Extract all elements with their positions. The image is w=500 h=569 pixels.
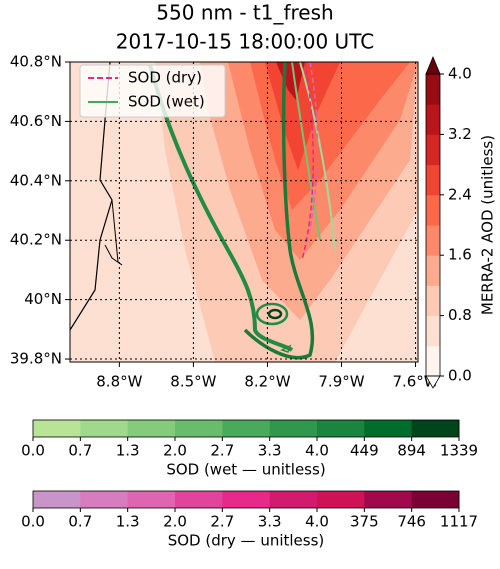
colorbar-extend xyxy=(425,55,441,75)
colorbar-tick-label: 449 xyxy=(350,442,379,460)
colorbar-frame xyxy=(425,73,441,377)
colorbar-tick-label: 375 xyxy=(350,513,379,531)
colorbar-tick-label: 4.0 xyxy=(448,65,472,83)
colorbar-frame xyxy=(32,419,460,438)
colorbar-tick-label: 0.0 xyxy=(21,513,45,531)
y-tick-label: 40.2°N xyxy=(10,231,62,249)
colorbar-tick-label: 2.7 xyxy=(210,513,234,531)
colorbar-band xyxy=(80,491,129,508)
colorbar-band xyxy=(269,420,318,437)
dry-contour xyxy=(309,62,319,231)
legend-label: SOD (dry) xyxy=(128,69,202,87)
colorbar-band xyxy=(33,420,81,437)
y-tick-label: 40.8°N xyxy=(10,53,62,71)
colorbar-tick-label: 2.0 xyxy=(163,442,187,460)
x-tick-label: 8.2°W xyxy=(244,373,290,391)
wet-contour xyxy=(255,302,289,326)
colorbar-tick-label: 0.7 xyxy=(68,442,92,460)
colorbar-tick-label: 894 xyxy=(397,442,426,460)
colorbar-band xyxy=(411,491,460,508)
wet-contour xyxy=(299,62,336,251)
x-tick-label: 8.5°W xyxy=(170,373,216,391)
colorbar-band xyxy=(269,491,318,508)
colorbar-label: MERRA-2 AOD (unitless) xyxy=(479,135,497,315)
wet-contour xyxy=(148,64,294,352)
colorbar-band xyxy=(175,491,223,508)
y-tick-label: 40°N xyxy=(24,290,62,308)
colorbar-tick-label: 746 xyxy=(397,513,426,531)
colorbar-band xyxy=(426,164,440,196)
colorbar-band xyxy=(222,420,271,437)
chart-subtitle: 2017-10-15 18:00:00 UTC xyxy=(116,30,374,54)
colorbar-tick-label: 0.7 xyxy=(68,513,92,531)
colorbar-tick-label: 1.3 xyxy=(116,442,140,460)
chart-title: 550 nm - t1_fresh xyxy=(156,1,333,25)
colorbar-tick-label: 3.3 xyxy=(258,513,282,531)
plot-frame xyxy=(69,61,419,363)
colorbar-band xyxy=(426,255,440,286)
colorbar-band xyxy=(426,225,440,256)
colorbar-band xyxy=(426,315,440,347)
colorbar-band xyxy=(411,420,460,437)
wet-contour xyxy=(267,308,283,320)
y-tick-label: 40.6°N xyxy=(10,112,62,130)
colorbar-tick-label: 0.0 xyxy=(448,367,472,385)
colorbar-band xyxy=(33,491,81,508)
colorbar-band xyxy=(127,491,176,508)
colorbar-tick-label: 2.0 xyxy=(163,513,187,531)
x-tick-label: 8.8°W xyxy=(96,373,142,391)
colorbar-band xyxy=(364,420,413,437)
map xyxy=(70,62,418,362)
legend-label: SOD (wet) xyxy=(128,93,205,111)
colorbar-band xyxy=(317,420,365,437)
wet-contour xyxy=(291,62,321,241)
colorbar-band xyxy=(175,420,223,437)
colorbar-band xyxy=(426,104,440,135)
y-tick-label: 39.8°N xyxy=(10,350,62,368)
colorbar-band xyxy=(317,491,365,508)
colorbar-label: SOD (wet — unitless) xyxy=(166,461,325,479)
colorbar-band xyxy=(426,194,440,226)
colorbar-band xyxy=(426,345,440,377)
colorbar-frame xyxy=(32,490,460,509)
colorbar-tick-label: 0.8 xyxy=(448,306,472,324)
colorbar-tick-label: 1117 xyxy=(440,513,478,531)
colorbar-tick-label: 1339 xyxy=(440,442,478,460)
legend: SOD (dry) SOD (wet) xyxy=(79,64,226,118)
colorbar-band xyxy=(222,491,271,508)
colorbar-tick-label: 4.0 xyxy=(305,442,329,460)
colorbar-band xyxy=(127,420,176,437)
colorbar-tick-label: 1.3 xyxy=(116,513,140,531)
colorbar-tick-label: 2.7 xyxy=(210,442,234,460)
x-tick-label: 7.9°W xyxy=(318,373,364,391)
coastline xyxy=(104,199,123,266)
colorbar-tick-label: 4.0 xyxy=(305,513,329,531)
colorbar-label: SOD (dry — unitless) xyxy=(168,532,325,550)
colorbar-tick-label: 1.6 xyxy=(448,246,472,264)
colorbar-band xyxy=(426,285,440,317)
colorbar-tick-label: 3.2 xyxy=(448,125,472,143)
dry-contour xyxy=(301,62,314,261)
colorbar-band xyxy=(364,491,413,508)
colorbar-band xyxy=(426,134,440,166)
colorbar-band xyxy=(80,420,129,437)
colorbar-tick-label: 2.4 xyxy=(448,185,472,203)
colorbar-band xyxy=(426,74,440,105)
y-tick-label: 40.4°N xyxy=(10,171,62,189)
wet-contour xyxy=(280,344,292,353)
colorbar-tick-label: 0.0 xyxy=(21,442,45,460)
wet-contour xyxy=(243,62,315,360)
colorbar-tick-label: 3.3 xyxy=(258,442,282,460)
